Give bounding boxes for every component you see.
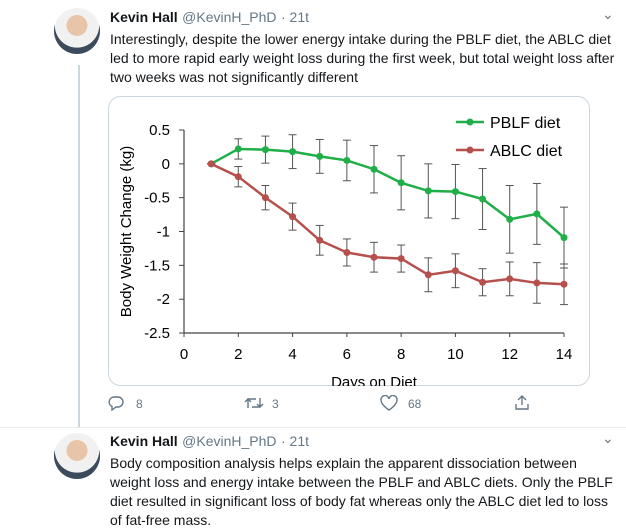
- data-point: [207, 160, 215, 168]
- user-name[interactable]: Kevin Hall: [110, 9, 178, 25]
- data-point: [316, 152, 324, 160]
- tweet-text: Interestingly, despite the lower energy …: [110, 31, 615, 85]
- y-tick-label: -1.5: [144, 257, 170, 274]
- reply-icon[interactable]: [108, 395, 124, 411]
- x-tick-label: 12: [501, 346, 518, 363]
- y-tick-label: -0.5: [144, 190, 170, 207]
- actions: 8 3 68: [108, 393, 588, 413]
- data-point: [261, 146, 269, 154]
- chart-image[interactable]: 0.5 0 -0.5 -1 -1.5 -2 -2.5 0 2 4 6 8 10 12 14 Days on D…: [108, 96, 590, 386]
- x-tick-label: 6: [343, 346, 351, 363]
- data-point: [506, 215, 514, 223]
- x-axis-label: Days on Diet: [331, 374, 418, 386]
- data-point: [533, 279, 541, 287]
- data-point: [289, 148, 297, 156]
- legend-marker: [466, 146, 474, 154]
- reply-count: 8: [136, 397, 143, 411]
- y-tick-label: -2: [157, 291, 170, 308]
- data-point: [261, 194, 269, 202]
- data-point: [424, 271, 432, 279]
- plot: 0.5 0 -0.5 -1 -1.5 -2 -2.5 0 2 4 6 8 10 12 14 Days on D…: [118, 115, 572, 386]
- avatar[interactable]: [54, 433, 100, 479]
- user-name[interactable]: Kevin Hall: [110, 433, 178, 449]
- time[interactable]: · 21t: [280, 433, 309, 449]
- legend-label: ABLC diet: [490, 143, 563, 160]
- data-point: [343, 248, 351, 256]
- tweet-header: Kevin Hall @KevinH_PhD · 21t: [110, 9, 309, 27]
- data-point: [343, 156, 351, 164]
- handle[interactable]: @KevinH_PhD: [182, 433, 277, 449]
- y-tick-label: 0.5: [149, 122, 170, 139]
- x-tick-label: 0: [180, 346, 188, 363]
- x-tick-label: 2: [234, 346, 242, 363]
- caret[interactable]: ⌄: [602, 6, 614, 22]
- data-point: [479, 195, 487, 203]
- tweet-text: Body composition analysis helps explain …: [110, 455, 613, 528]
- x-tick-label: 10: [447, 346, 464, 363]
- y-axis-label: Body Weight Change (kg): [118, 146, 135, 317]
- retweet-icon[interactable]: [244, 395, 264, 411]
- caret[interactable]: ⌄: [602, 430, 614, 446]
- series-line: [210, 162, 565, 286]
- thread-line: [78, 65, 80, 427]
- x-tick-label: 4: [288, 346, 296, 363]
- data-point: [560, 234, 568, 242]
- y-tick-label: 0: [162, 156, 170, 173]
- avatar[interactable]: [54, 8, 100, 54]
- time[interactable]: · 21t: [280, 9, 309, 25]
- data-point: [316, 236, 324, 244]
- data-point: [397, 179, 405, 187]
- y-tick-label: -2.5: [144, 325, 170, 342]
- like-icon[interactable]: [380, 395, 398, 411]
- data-point: [506, 275, 514, 283]
- data-point: [370, 165, 378, 173]
- data-point: [424, 187, 432, 195]
- like-count: 68: [408, 397, 422, 411]
- series-line: [210, 147, 565, 239]
- retweet-count: 3: [272, 397, 279, 411]
- data-point: [289, 213, 297, 221]
- data-point: [560, 280, 568, 288]
- data-point: [234, 145, 242, 153]
- handle[interactable]: @KevinH_PhD: [182, 9, 277, 25]
- data-point: [451, 267, 459, 275]
- divider: [0, 427, 626, 428]
- data-point: [397, 255, 405, 263]
- tweet-header: Kevin Hall @KevinH_PhD · 21t: [110, 433, 309, 451]
- data-point: [451, 188, 459, 196]
- x-tick-label: 8: [397, 346, 405, 363]
- y-tick-label: -1: [157, 224, 170, 241]
- data-point: [370, 253, 378, 261]
- share-icon[interactable]: [514, 394, 530, 411]
- legend-label: PBLF diet: [490, 115, 561, 132]
- x-tick-label: 14: [556, 346, 573, 363]
- data-point: [533, 210, 541, 218]
- legend-marker: [466, 118, 474, 126]
- data-point: [234, 173, 242, 181]
- chart-frame: [108, 96, 590, 386]
- data-point: [479, 278, 487, 286]
